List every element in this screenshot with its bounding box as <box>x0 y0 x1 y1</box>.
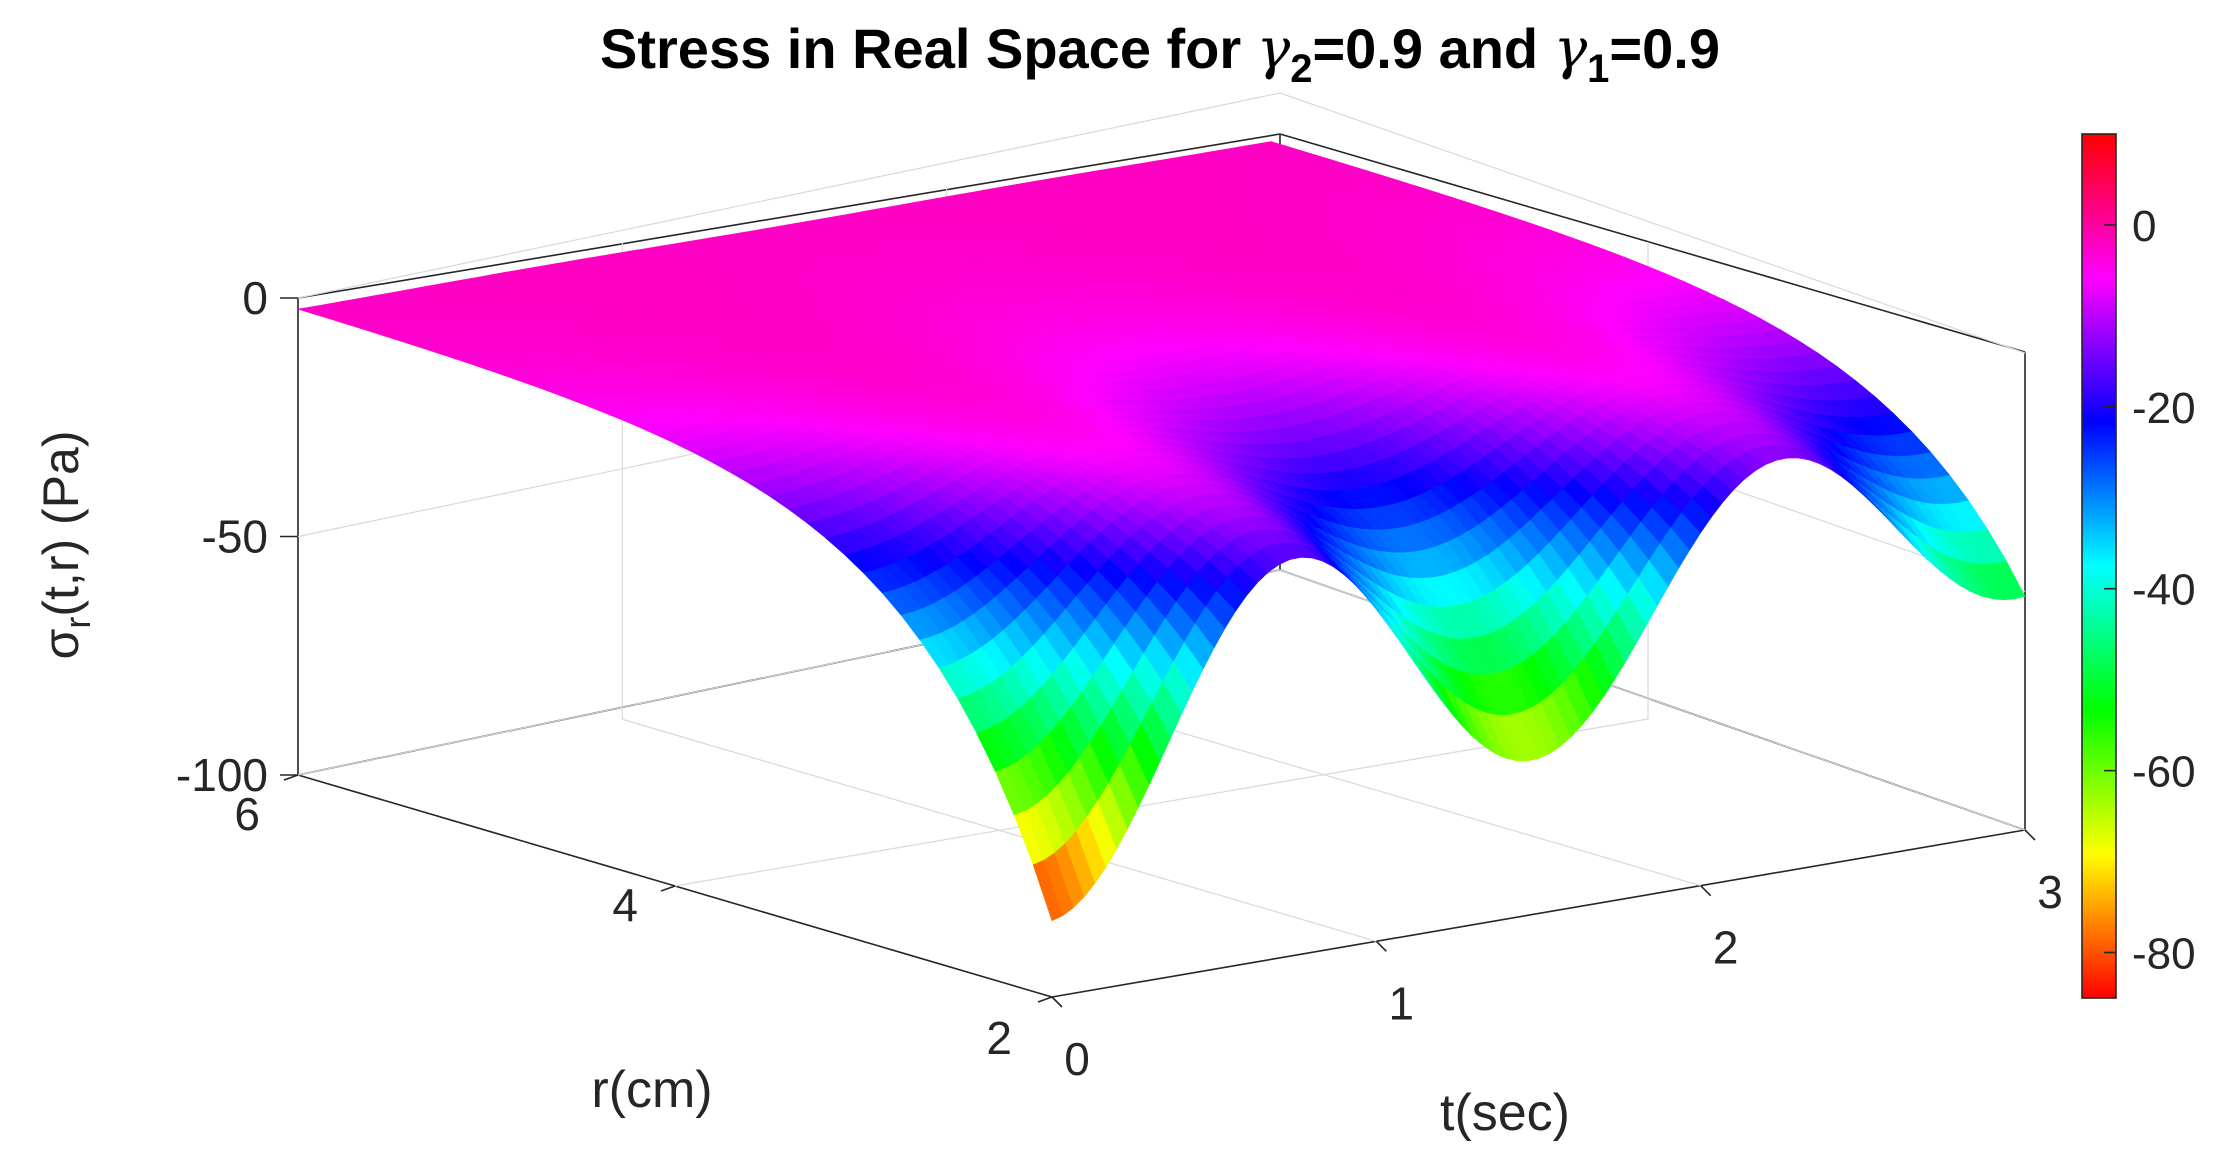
colorbar-tick-label: -60 <box>2132 748 2196 797</box>
z-tick-label: -50 <box>202 511 268 563</box>
colorbar-tick-label: -20 <box>2132 384 2196 433</box>
r-axis-ticks: 2 4 6 <box>234 774 1053 1064</box>
colorbar-tick-label: -40 <box>2132 566 2196 615</box>
t-tick-label: 1 <box>1389 977 1415 1029</box>
colorbar <box>2081 133 2117 999</box>
t-tick-label: 2 <box>1713 922 1739 974</box>
t-tick-mark <box>2024 829 2036 841</box>
r-tick-label: 2 <box>986 1012 1012 1064</box>
r-tick-mark <box>1037 996 1053 1003</box>
stress-surface <box>297 141 2026 922</box>
z-axis-label: σr(t,r) (Pa) <box>33 431 98 660</box>
t-tick-mark <box>1051 996 1063 1008</box>
t-tick-label: 0 <box>1064 1033 1090 1085</box>
colorbar-tick-label: -80 <box>2132 930 2196 979</box>
colorbar-tick-label: 0 <box>2132 202 2156 251</box>
floor-front-right-edge <box>1051 829 2026 998</box>
r-tick-label: 4 <box>612 879 638 931</box>
z-grid-line <box>297 92 2026 354</box>
t-axis-label: t(sec) <box>1440 1084 1570 1142</box>
t-tick-mark <box>1375 940 1387 952</box>
z-tick-label: 0 <box>242 272 268 324</box>
surface-patch <box>1994 560 2026 600</box>
t-axis-ticks: 0 1 2 3 <box>1051 829 2063 1085</box>
r-axis-label: r(cm) <box>591 1061 712 1119</box>
z-tick-label: -100 <box>176 749 268 801</box>
colorbar-ticks: -80 -60 -40 -20 0 <box>2104 202 2196 979</box>
r-tick-mark <box>283 774 299 781</box>
z-grid-line <box>297 569 2026 831</box>
t-tick-mark <box>1700 885 1712 897</box>
back-top-right-edge <box>1279 133 2026 353</box>
chart-title: Stress in Real Space for γ2=0.9 and γ1=0… <box>600 17 1720 91</box>
r-tick-label: 6 <box>234 788 260 840</box>
r-tick-mark <box>660 885 676 892</box>
back-top-left-edge <box>297 133 1281 299</box>
z-axis-ticks: -100 -50 0 <box>176 272 298 801</box>
t-tick-label: 3 <box>2037 866 2063 918</box>
